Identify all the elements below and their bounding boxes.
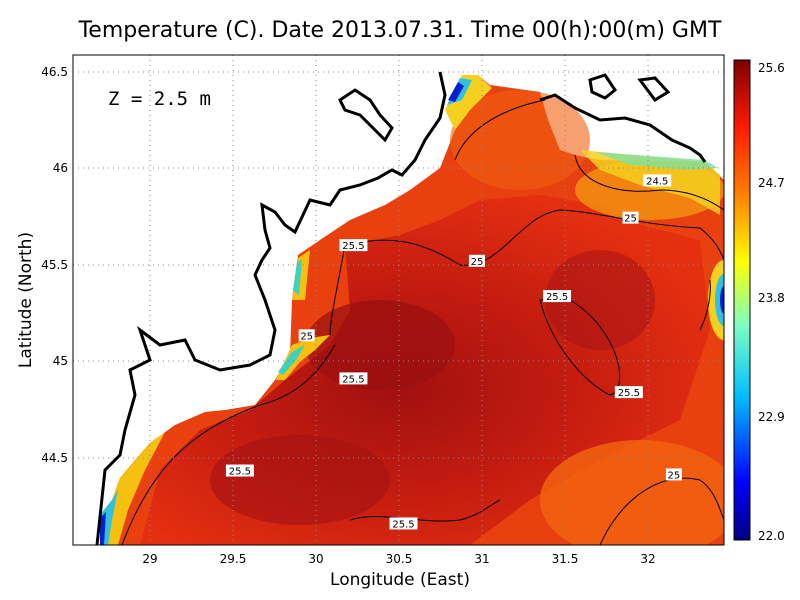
contour-label: 25 [300, 331, 313, 342]
colorbar [733, 59, 751, 541]
y-tick-label: 46 [52, 161, 68, 175]
contour-label-bg [543, 290, 572, 303]
colorbar-tick-label: 24.7 [758, 176, 785, 190]
x-tick-label: 31 [474, 552, 490, 566]
contour-label-bg [622, 211, 639, 224]
contour-label: 25.5 [546, 292, 568, 303]
contour-label-bg [665, 468, 682, 481]
colorbar-tick-label: 25.6 [758, 61, 785, 75]
contour-label: 25.5 [229, 467, 251, 478]
x-tick-label: 29 [142, 552, 158, 566]
contour-label: 24.5 [646, 176, 668, 187]
coastline [95, 71, 707, 545]
contour-label-bg [339, 239, 368, 252]
contour-label: 25.5 [342, 374, 364, 385]
x-tick-label: 30.5 [385, 552, 413, 566]
contour-label: 25.5 [342, 241, 364, 252]
colorbar-tick-label: 23.8 [758, 291, 785, 305]
contour-label-bg [643, 174, 672, 187]
y-tick-label: 45 [52, 354, 68, 368]
contour-label-bg [339, 372, 368, 385]
contour-label-bg [389, 517, 418, 530]
depth-annotation: Z = 2.5 m [108, 88, 211, 110]
contour-label-bg [298, 329, 315, 342]
contour-label-bg [614, 386, 643, 399]
map-title: Temperature (C). Date 2013.07.31. Time 0… [78, 18, 722, 43]
contour-label-bg [225, 464, 254, 477]
plot-frame [72, 54, 725, 546]
x-tick-label: 30 [308, 552, 324, 566]
temperature-field [73, 55, 724, 545]
x-axis-label: Longitude (East) [330, 570, 470, 590]
colorbar-tick-label: 22.0 [758, 529, 785, 543]
y-tick-label: 46.5 [41, 65, 68, 79]
colorbar-tick-label: 22.9 [758, 410, 785, 424]
contour-label: 25 [624, 214, 637, 225]
x-tick-label: 32 [640, 552, 656, 566]
contour-labels: 25.5 25 25.5 25 25 24.5 25.5 25.5 25.5 25 25.5 [225, 174, 682, 530]
x-tick-label: 31.5 [551, 552, 579, 566]
contour-label-bg [468, 254, 485, 267]
y-tick-label: 44.5 [41, 451, 68, 465]
contour-label: 25 [471, 257, 484, 268]
x-tick-label: 29.5 [219, 552, 247, 566]
contour-label: 25.5 [392, 519, 414, 530]
contour-label: 25.5 [618, 388, 640, 399]
y-tick-label: 45.5 [41, 258, 68, 272]
contour-label: 25 [668, 470, 681, 481]
